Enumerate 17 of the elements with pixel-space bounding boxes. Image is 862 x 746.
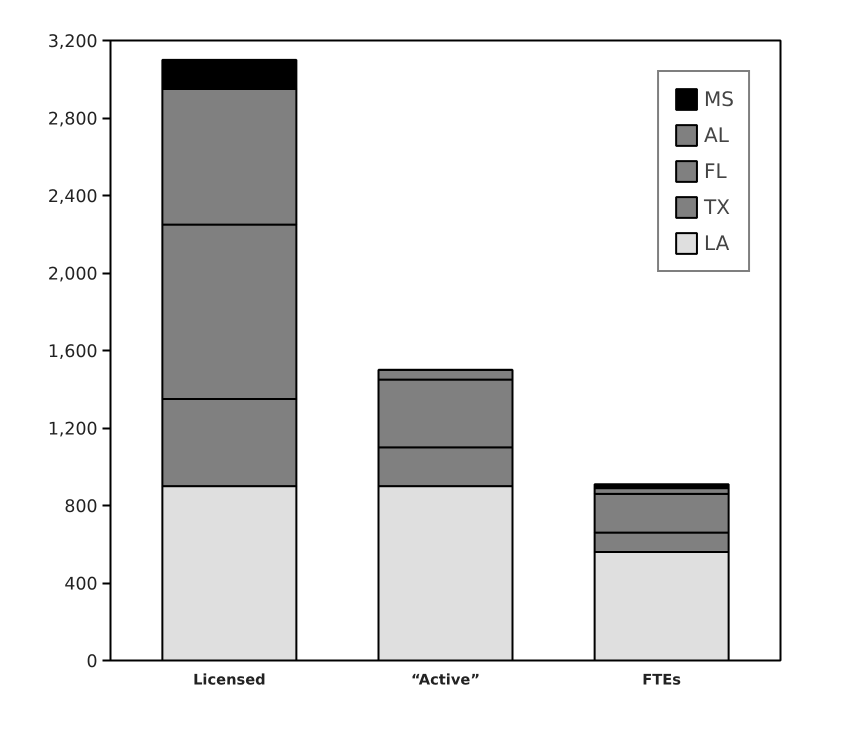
x-tick-label: FTEs xyxy=(642,672,682,688)
y-tick-label: 400 xyxy=(64,574,98,594)
y-tick-label: 1,200 xyxy=(48,420,98,440)
legend-label: TX xyxy=(704,195,730,219)
x-tick-label: Licensed xyxy=(193,672,266,688)
legend-label: LA xyxy=(704,231,730,255)
y-tick-label: 0 xyxy=(86,652,98,672)
y-tick-label: 2,800 xyxy=(48,110,98,130)
y-tick-label: 3,200 xyxy=(48,32,98,52)
legend-label: AL xyxy=(704,123,729,147)
legend-label: FL xyxy=(704,159,727,183)
y-tick-label: 1,600 xyxy=(48,342,98,362)
y-tick-label: 800 xyxy=(64,497,98,517)
legend-label: MS xyxy=(704,87,734,111)
x-tick-label: “Active” xyxy=(411,672,480,688)
y-tick-label: 2,000 xyxy=(48,264,98,284)
y-tick-label: 2,400 xyxy=(48,187,98,207)
